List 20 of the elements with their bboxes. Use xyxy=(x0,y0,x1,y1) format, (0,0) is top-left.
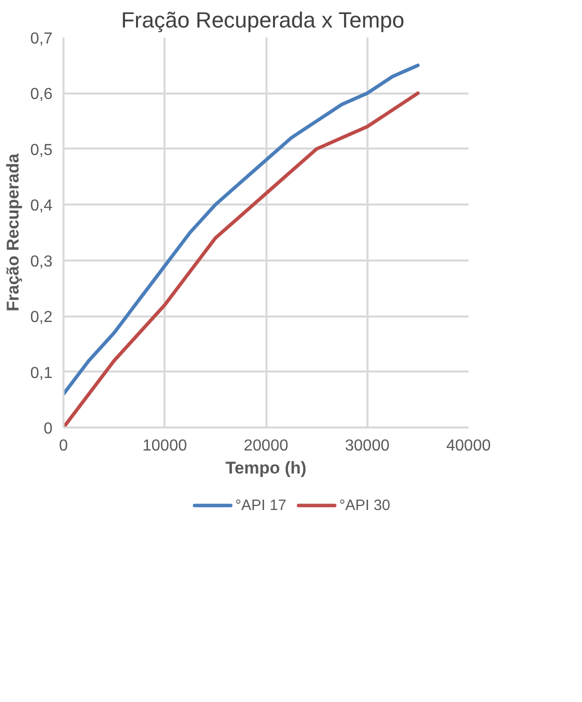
x-tick-label: 0 xyxy=(59,438,68,454)
legend-label: °API 30 xyxy=(339,497,390,514)
legend-label: °API 17 xyxy=(235,497,286,514)
y-tick-label: 0,4 xyxy=(30,198,53,215)
y-tick-label: 0,7 xyxy=(30,30,53,48)
y-tick-label: 0,2 xyxy=(30,309,53,326)
y-tick-label: 0,5 xyxy=(30,142,53,159)
line-series xyxy=(64,64,420,396)
chart-title: Fração Recuperada x Tempo xyxy=(121,8,404,32)
x-axis-title: Tempo (h) xyxy=(226,458,306,478)
x-tick-label: 30000 xyxy=(345,438,390,454)
y-tick-label: 0,6 xyxy=(30,86,53,104)
y-tick-label: 0,1 xyxy=(30,364,53,382)
y-axis-title: Fração Recuperada xyxy=(3,153,22,312)
x-tick-label: 20000 xyxy=(244,438,288,454)
y-tick-label: 0,3 xyxy=(30,253,53,270)
y-tick-label: 0 xyxy=(44,420,53,438)
x-tick-label: 40000 xyxy=(446,438,491,454)
line-series xyxy=(64,91,420,428)
x-tick-label: 10000 xyxy=(142,438,188,454)
